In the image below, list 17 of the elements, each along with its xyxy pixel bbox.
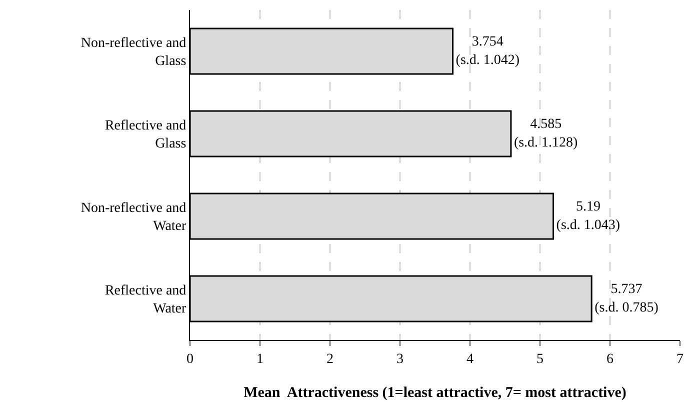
x-axis-title: Mean Attractiveness (1=least attractive, 7= most attractive) (244, 384, 626, 401)
x-tick-label: 6 (606, 352, 614, 367)
y-tick-label: Non-reflective and Glass (80, 36, 186, 70)
x-tick-label: 4 (466, 352, 474, 367)
data-label: 5.737 (s.d. 0.785) (594, 282, 659, 316)
x-tick-label: 7 (676, 352, 684, 367)
x-tick-label: 2 (326, 352, 334, 367)
data-label: 4.585 (s.d. 1.128) (514, 117, 578, 150)
data-label: 3.754 (s.d. 1.042) (456, 34, 520, 68)
x-tick-label: 3 (396, 352, 404, 367)
data-label: 5.19 (s.d. 1.043) (556, 200, 620, 233)
y-tick-label: Non-reflective and Water (80, 201, 187, 234)
x-tick-label: 1 (256, 352, 264, 367)
x-tick-label: 5 (536, 352, 544, 367)
y-tick-label: Reflective and Glass (104, 118, 186, 152)
x-tick-label: 0 (186, 352, 194, 367)
y-tick-label: Reflective and Water (104, 284, 187, 317)
